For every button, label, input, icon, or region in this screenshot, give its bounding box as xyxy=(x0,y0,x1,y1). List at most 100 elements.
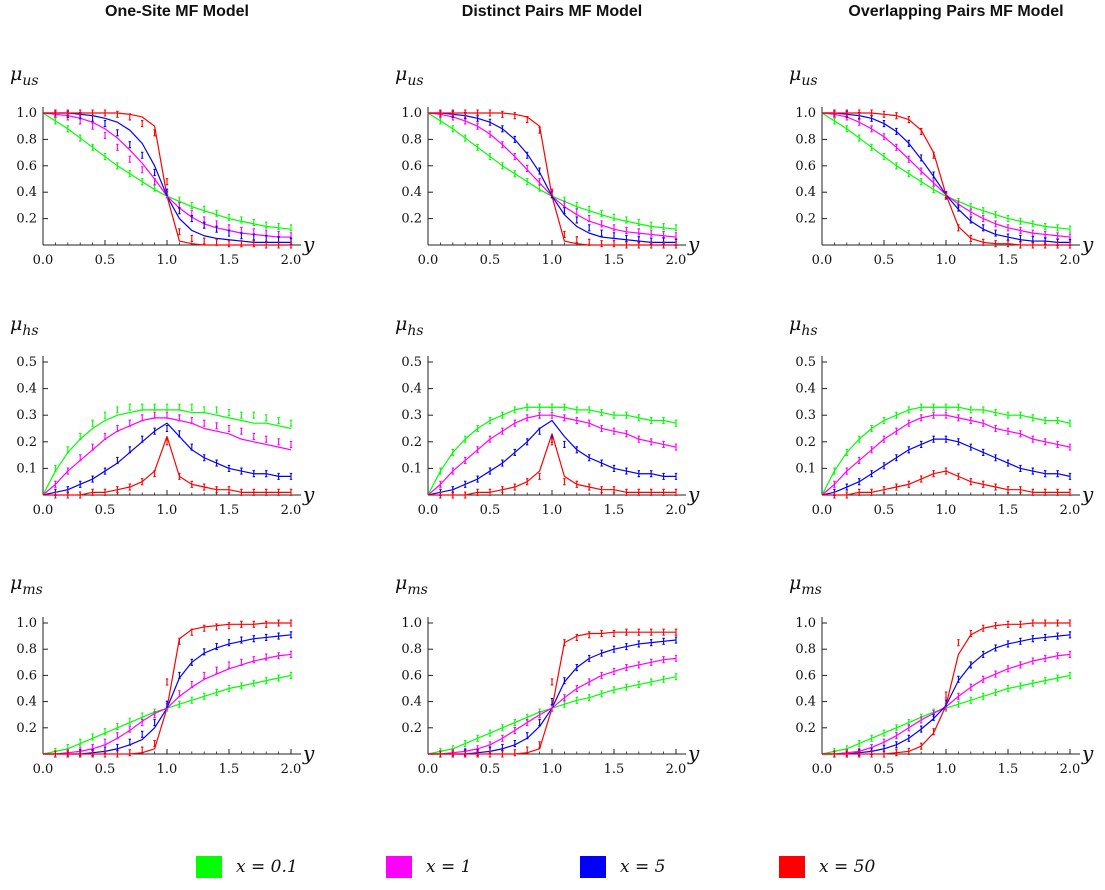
y-axis-label: μms xyxy=(395,572,428,598)
y-tick-label: 1.0 xyxy=(401,106,422,121)
data-point xyxy=(588,419,591,427)
panel-ms-3: 0.0 0.5 1.0 1.5 2.0 0.2 0.4 0.6 0.8 1.0 μms y xyxy=(789,572,1094,777)
series-line-3 xyxy=(43,622,291,755)
data-point xyxy=(91,122,94,130)
data-point xyxy=(54,750,57,758)
y-axis-label: μhs xyxy=(395,313,424,339)
data-point xyxy=(464,750,467,758)
legend-item-x-5: x = 5 xyxy=(580,856,665,886)
data-point xyxy=(488,130,492,138)
data-point xyxy=(488,118,492,126)
data-point xyxy=(932,171,935,179)
data-point xyxy=(637,470,640,478)
data-point xyxy=(215,666,218,674)
data-point xyxy=(227,486,231,494)
data-point xyxy=(920,475,923,483)
data-point xyxy=(215,209,218,217)
data-point xyxy=(203,624,206,632)
data-point xyxy=(141,151,144,159)
y-tick-label: 0.4 xyxy=(401,382,422,397)
data-point xyxy=(882,486,886,494)
data-point xyxy=(662,488,665,496)
data-point xyxy=(982,650,985,658)
x-tick-label: 1.5 xyxy=(998,253,1019,268)
y-tick-label: 0.3 xyxy=(16,408,37,423)
x-tick-label: 2.0 xyxy=(666,762,687,777)
x-tick-label: 1.5 xyxy=(604,503,625,518)
data-point xyxy=(203,671,206,679)
x-tick-label: 0.5 xyxy=(95,762,116,777)
data-point xyxy=(550,411,554,419)
x-axis-label: y xyxy=(302,232,315,256)
data-point xyxy=(526,438,529,446)
data-point xyxy=(588,694,591,702)
column-title-one-site: One-Site MF Model xyxy=(105,3,249,20)
data-point xyxy=(920,178,923,186)
data-point xyxy=(141,746,144,754)
data-point xyxy=(1031,488,1034,496)
data-point xyxy=(1031,619,1034,627)
data-point xyxy=(178,228,181,236)
panel-ms-1: 0.0 0.5 1.0 1.5 2.0 0.2 0.4 0.6 0.8 1.0 μms y xyxy=(10,572,315,777)
data-point xyxy=(178,700,181,708)
data-point xyxy=(277,222,280,231)
data-point xyxy=(227,639,231,647)
data-point xyxy=(203,454,206,462)
data-point xyxy=(526,164,529,172)
data-point xyxy=(289,619,293,627)
data-point xyxy=(265,234,268,242)
data-point xyxy=(1068,241,1072,249)
x-tick-label: 0.0 xyxy=(812,762,833,777)
data-point xyxy=(1056,416,1059,425)
legend-label: x = 0.1 xyxy=(236,857,298,877)
data-point xyxy=(625,643,628,651)
data-point xyxy=(1068,225,1072,233)
data-point xyxy=(674,232,678,240)
data-point xyxy=(969,208,972,216)
data-point xyxy=(488,416,492,425)
data-point xyxy=(1006,684,1010,693)
data-point xyxy=(662,440,665,449)
data-point xyxy=(178,207,181,215)
data-point xyxy=(920,742,923,750)
data-point xyxy=(845,109,848,117)
y-tick-label: 0.8 xyxy=(401,642,422,657)
data-point xyxy=(858,456,861,464)
y-tick-label: 0.6 xyxy=(401,159,422,174)
data-point xyxy=(215,459,218,467)
x-tick-label: 0.5 xyxy=(874,253,895,268)
data-point xyxy=(600,649,603,657)
data-point xyxy=(277,619,280,627)
data-point xyxy=(588,238,591,246)
data-point xyxy=(858,134,861,142)
data-point xyxy=(178,637,181,645)
data-point xyxy=(538,741,541,749)
data-point xyxy=(513,153,516,161)
data-point xyxy=(845,491,848,499)
data-point xyxy=(289,419,293,427)
data-point xyxy=(932,186,935,194)
y-tick-label: 0.2 xyxy=(16,212,37,227)
data-point xyxy=(1056,652,1059,660)
data-point xyxy=(227,684,231,693)
data-point xyxy=(882,120,886,128)
data-point xyxy=(178,414,181,422)
data-point xyxy=(538,167,541,175)
data-point xyxy=(957,414,960,422)
data-point xyxy=(588,654,591,662)
data-point xyxy=(103,728,107,736)
y-tick-label: 0.4 xyxy=(795,185,816,200)
y-tick-label: 0.8 xyxy=(16,132,37,147)
series-line-2 xyxy=(427,419,676,496)
data-point xyxy=(252,432,255,441)
data-point xyxy=(476,109,479,117)
data-point xyxy=(600,629,603,638)
data-point xyxy=(141,403,144,411)
data-point xyxy=(1044,633,1047,641)
data-point xyxy=(451,448,454,456)
data-point xyxy=(252,656,255,664)
data-point xyxy=(625,241,628,249)
data-point xyxy=(1006,640,1010,648)
data-point xyxy=(870,734,873,742)
data-point xyxy=(165,403,169,411)
